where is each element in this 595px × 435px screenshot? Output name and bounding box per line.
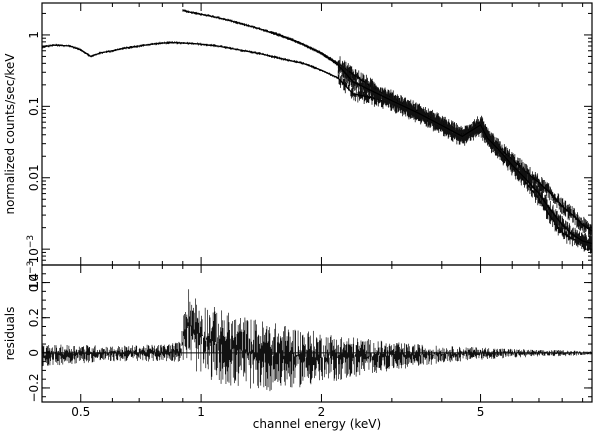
residual-y-tick-label: 0.4	[27, 273, 41, 292]
spectrum-series-3-errorbars	[271, 31, 593, 251]
x-tick-label: 2	[318, 405, 326, 419]
spectrum-series-2-errorbars	[182, 9, 593, 239]
residual-panel-frame	[41, 264, 593, 403]
residual-y-exponent-label: 10−3	[26, 261, 41, 290]
residual-y-tick-label: −0.2	[27, 373, 41, 402]
spectrum-series-3	[271, 31, 593, 251]
top-y-tick-exponent: −3	[26, 235, 36, 248]
top-panel-frame	[41, 2, 593, 266]
spectrum-series-1-model	[41, 41, 593, 247]
top-y-tick-label: 10−3	[26, 235, 41, 264]
spectrum-series-2-model	[182, 9, 593, 232]
residual-layer	[41, 289, 593, 392]
residual-errorbars	[41, 289, 593, 392]
spectrum-series-1-errorbars	[41, 41, 593, 254]
spectrum-series-layer	[41, 9, 593, 254]
top-y-tick-label: 0.1	[27, 97, 41, 116]
residual-y-exponent: −3	[26, 261, 36, 274]
x-tick-label: 1	[197, 405, 205, 419]
residual-panel-y-axis-label: residuals	[3, 307, 17, 361]
x-axis-label: channel energy (keV)	[253, 417, 381, 431]
top-y-tick-label: 1	[27, 31, 41, 39]
spectrum-series-1	[41, 41, 593, 254]
x-tick-label: 5	[477, 405, 485, 419]
residual-y-tick-label: 0	[27, 349, 41, 357]
spectrum-series-2	[182, 9, 593, 239]
top-y-tick-label: 0.01	[27, 164, 41, 191]
x-tick-label: 0.5	[71, 405, 90, 419]
spectrum-series-3-model	[271, 31, 593, 245]
residual-y-tick-label: 0.2	[27, 308, 41, 327]
top-panel-y-axis-label: normalized counts/sec/keV	[3, 53, 17, 215]
